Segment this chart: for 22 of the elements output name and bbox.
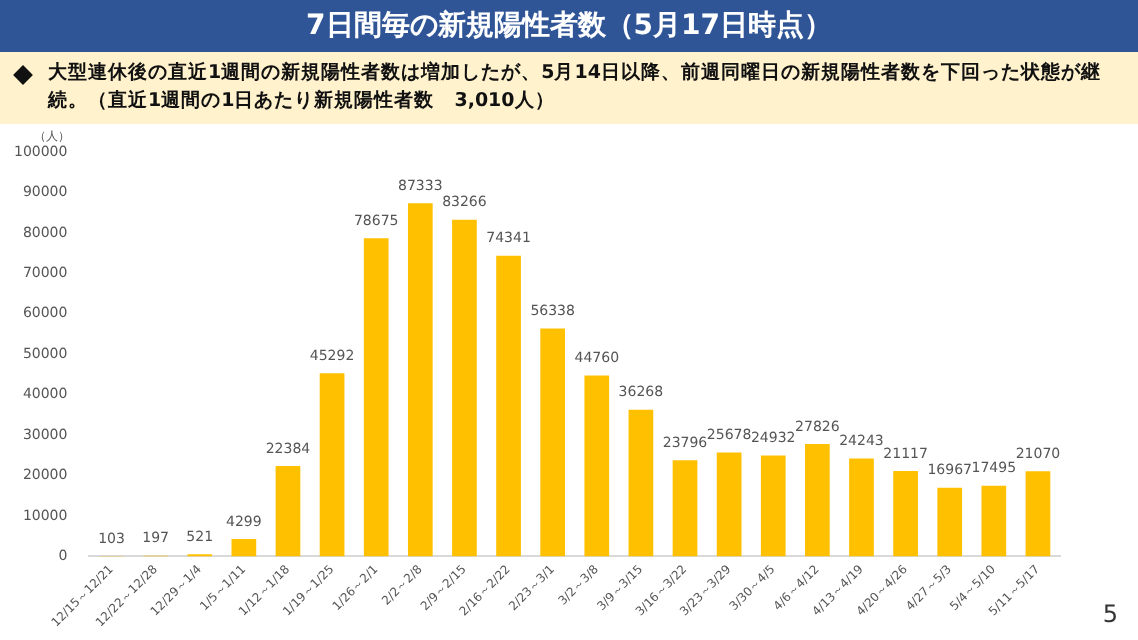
bar — [452, 219, 477, 557]
bar — [893, 471, 918, 557]
chart-title: 7日間毎の新規陽性者数（5月17日時点） — [0, 0, 1138, 52]
bar — [407, 203, 433, 557]
bar — [231, 539, 257, 557]
bar — [363, 238, 389, 557]
bar — [981, 485, 1007, 557]
bar — [849, 458, 874, 557]
bar — [628, 409, 654, 557]
bar — [672, 460, 698, 557]
bar — [275, 465, 301, 557]
bar — [319, 373, 345, 557]
bar — [584, 375, 610, 557]
bar — [937, 487, 963, 557]
bar — [805, 443, 830, 557]
text: 5 — [1102, 600, 1118, 628]
bar — [760, 455, 786, 557]
bar — [540, 328, 566, 557]
bar — [1025, 471, 1051, 557]
chart-subtitle: 大型連休後の直近1週間の新規陽性者数は増加したが、5月14日以降、前週同曜日の新規陽性者数を下回った状態が継続。（直近1週間の1日あたり新規陽性者数 3,010人） — [48, 62, 1101, 112]
bar — [496, 255, 521, 557]
bar — [716, 452, 742, 557]
